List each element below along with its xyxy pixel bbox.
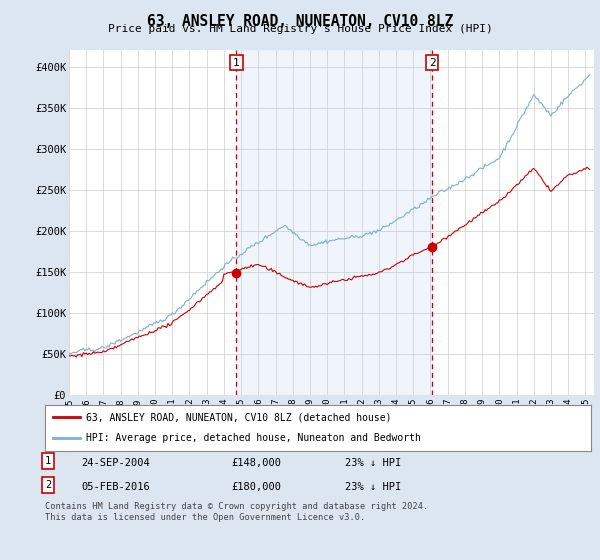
Text: 23% ↓ HPI: 23% ↓ HPI	[345, 458, 401, 468]
Text: 05-FEB-2016: 05-FEB-2016	[81, 482, 150, 492]
Text: Price paid vs. HM Land Registry's House Price Index (HPI): Price paid vs. HM Land Registry's House …	[107, 24, 493, 34]
Text: 63, ANSLEY ROAD, NUNEATON, CV10 8LZ (detached house): 63, ANSLEY ROAD, NUNEATON, CV10 8LZ (det…	[86, 412, 391, 422]
Text: 1: 1	[45, 456, 51, 466]
Text: 63, ANSLEY ROAD, NUNEATON, CV10 8LZ: 63, ANSLEY ROAD, NUNEATON, CV10 8LZ	[147, 14, 453, 29]
Text: 24-SEP-2004: 24-SEP-2004	[81, 458, 150, 468]
Text: Contains HM Land Registry data © Crown copyright and database right 2024.
This d: Contains HM Land Registry data © Crown c…	[45, 502, 428, 522]
Text: 23% ↓ HPI: 23% ↓ HPI	[345, 482, 401, 492]
Text: £148,000: £148,000	[231, 458, 281, 468]
Text: £180,000: £180,000	[231, 482, 281, 492]
Bar	[236, 50, 432, 395]
Text: 2: 2	[45, 480, 51, 490]
Text: 2: 2	[428, 58, 436, 68]
Text: 1: 1	[233, 58, 240, 68]
Text: HPI: Average price, detached house, Nuneaton and Bedworth: HPI: Average price, detached house, Nune…	[86, 433, 421, 444]
